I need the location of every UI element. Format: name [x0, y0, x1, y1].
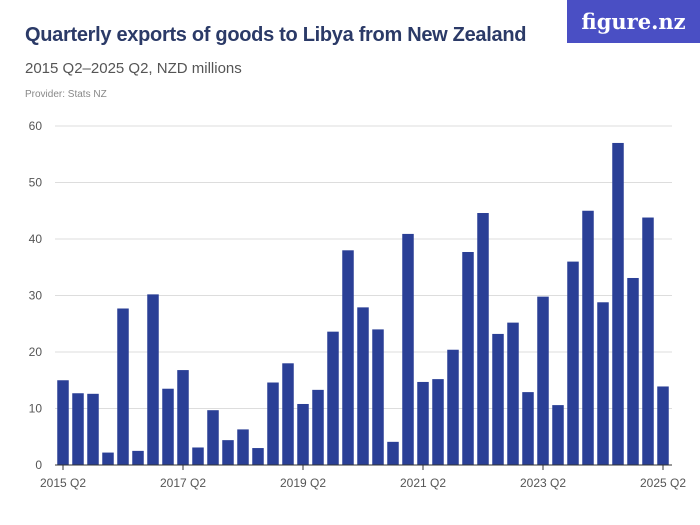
- x-tick-label: 2015 Q2: [40, 476, 86, 490]
- bar-2025-Q1: [642, 217, 654, 465]
- bar-2017-Q1: [162, 388, 174, 465]
- bar-2018-Q1: [222, 440, 234, 465]
- bar-2024-Q4: [627, 277, 639, 465]
- bar-2019-Q1: [282, 363, 294, 465]
- bar-2023-Q2: [537, 296, 549, 465]
- bar-2023-Q1: [522, 392, 534, 465]
- bar-2018-Q4: [267, 382, 279, 465]
- bar-2020-Q1: [342, 250, 354, 465]
- figure-nz-logo[interactable]: figure.nz: [567, 0, 700, 43]
- y-tick-label: 30: [29, 289, 43, 303]
- y-tick-label: 0: [35, 458, 42, 472]
- bar-2019-Q4: [327, 331, 339, 465]
- bar-2023-Q4: [567, 261, 579, 465]
- bar-2017-Q4: [207, 410, 219, 465]
- bar-2022-Q2: [477, 213, 489, 465]
- y-tick-label: 40: [29, 232, 43, 246]
- bar-2022-Q1: [462, 251, 474, 465]
- bar-2025-Q2: [657, 386, 669, 465]
- bar-2015-Q4: [87, 393, 99, 465]
- y-tick-label: 50: [29, 176, 43, 190]
- bar-2021-Q1: [402, 233, 414, 465]
- bar-2017-Q3: [192, 447, 204, 465]
- bar-2019-Q2: [297, 403, 309, 465]
- x-tick-label: 2023 Q2: [520, 476, 566, 490]
- bar-2016-Q3: [132, 450, 144, 465]
- bar-2018-Q2: [237, 429, 249, 465]
- bar-2022-Q4: [507, 322, 519, 465]
- bar-2024-Q1: [582, 210, 594, 465]
- y-tick-label: 60: [29, 119, 43, 133]
- bar-2015-Q3: [72, 393, 84, 465]
- y-tick-label: 20: [29, 345, 43, 359]
- bar-2016-Q2: [117, 308, 129, 465]
- x-tick-label: 2021 Q2: [400, 476, 446, 490]
- bar-2020-Q4: [387, 441, 399, 465]
- y-tick-label: 10: [29, 402, 43, 416]
- bar-2016-Q1: [102, 452, 114, 465]
- bar-2015-Q2: [57, 380, 69, 465]
- bar-2018-Q3: [252, 448, 264, 465]
- x-tick-label: 2025 Q2: [640, 476, 686, 490]
- x-tick-label: 2019 Q2: [280, 476, 326, 490]
- bar-2023-Q3: [552, 405, 564, 465]
- bar-2024-Q3: [612, 142, 624, 465]
- chart-subtitle: 2015 Q2–2025 Q2, NZD millions: [25, 60, 242, 77]
- bar-2024-Q2: [597, 302, 609, 465]
- bar-2021-Q2: [417, 381, 429, 465]
- x-tick-label: 2017 Q2: [160, 476, 206, 490]
- bar-2016-Q4: [147, 294, 159, 465]
- bar-2021-Q4: [447, 349, 459, 465]
- chart-title: Quarterly exports of goods to Libya from…: [25, 24, 527, 46]
- bar-2021-Q3: [432, 379, 444, 465]
- bar-2019-Q3: [312, 389, 324, 465]
- provider-label: Provider: Stats NZ: [25, 89, 107, 100]
- bar-2020-Q2: [357, 307, 369, 465]
- bar-2022-Q3: [492, 333, 504, 465]
- bar-2020-Q3: [372, 329, 384, 465]
- bar-2017-Q2: [177, 370, 189, 465]
